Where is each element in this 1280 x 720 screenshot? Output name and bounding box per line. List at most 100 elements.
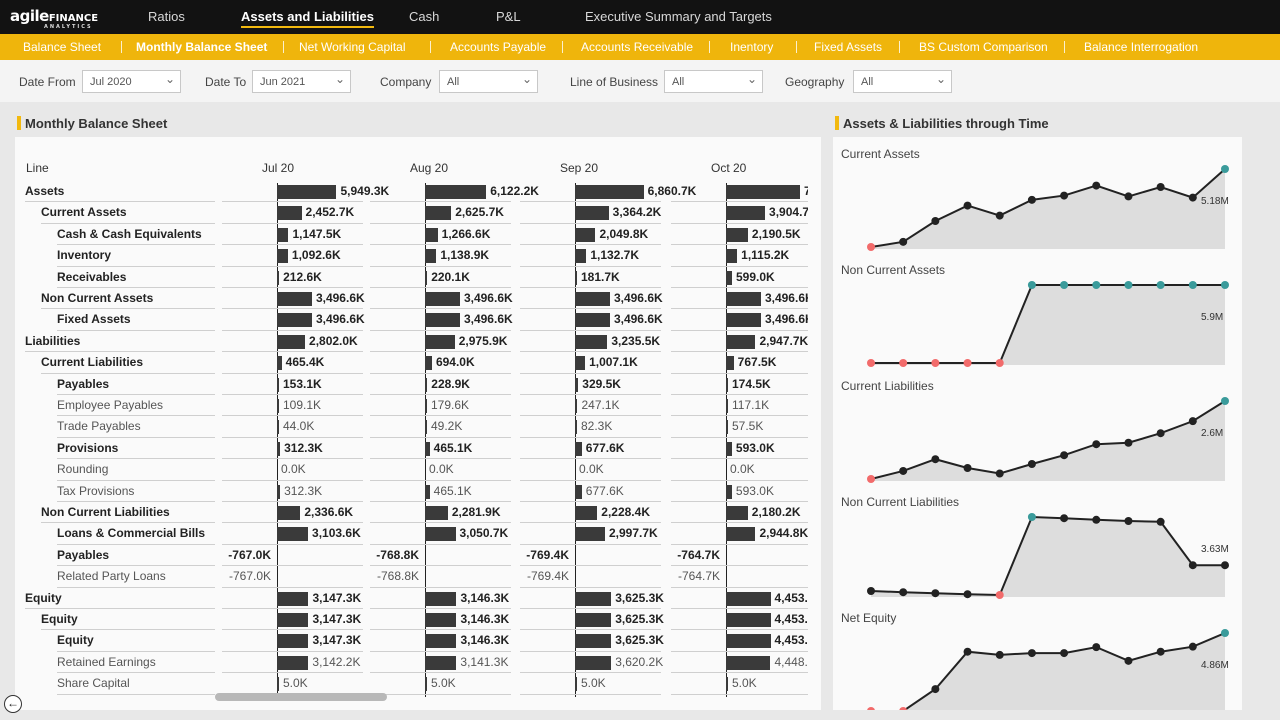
- sparkline-point[interactable]: [1156, 647, 1165, 656]
- cell-value[interactable]: 5.0K: [581, 676, 606, 691]
- subnav-inventory[interactable]: Inentory: [730, 40, 774, 54]
- sparkline-point[interactable]: [931, 589, 940, 598]
- cell-value[interactable]: 1,138.9K: [440, 248, 490, 263]
- sparkline-point[interactable]: [931, 685, 940, 694]
- subnav-accounts-receivable[interactable]: Accounts Receivable: [581, 40, 694, 54]
- sparkline-point[interactable]: [963, 359, 972, 367]
- cell-value[interactable]: 6,860.7K: [647, 184, 697, 198]
- cell-value[interactable]: -764.7K: [677, 547, 720, 562]
- cell-value[interactable]: 109.1K: [283, 398, 322, 412]
- cell-value[interactable]: 465.1K: [433, 483, 472, 498]
- row-label[interactable]: Liabilities: [25, 333, 81, 348]
- cell-value[interactable]: 465.1K: [433, 440, 473, 455]
- nav-tab-assets-liabilities[interactable]: Assets and Liabilities: [241, 9, 374, 28]
- row-label[interactable]: Non Current Assets: [41, 291, 154, 305]
- cell-value[interactable]: 2,947.7K: [759, 333, 808, 348]
- sparkline-point[interactable]: [963, 647, 972, 656]
- cell-value[interactable]: -769.4K: [526, 569, 569, 584]
- sparkline-point[interactable]: [1188, 561, 1197, 570]
- cell-value[interactable]: 694.0K: [435, 355, 475, 370]
- cell-value[interactable]: 49.2K: [431, 419, 463, 434]
- cell-value[interactable]: -764.7K: [677, 569, 720, 584]
- row-label[interactable]: Equity: [41, 612, 78, 626]
- nav-tab-cash[interactable]: Cash: [409, 9, 440, 24]
- cell-value[interactable]: 5,949.3K: [340, 184, 390, 198]
- sparkline-point[interactable]: [1221, 281, 1229, 289]
- cell-value[interactable]: 4,453.6K: [774, 633, 808, 648]
- cell-value[interactable]: 57.5K: [732, 419, 764, 434]
- sparkline-point[interactable]: [867, 707, 875, 715]
- sparkline-point[interactable]: [1060, 649, 1069, 658]
- cell-value[interactable]: 3,364.2K: [612, 205, 662, 220]
- sparkline-point[interactable]: [963, 201, 972, 210]
- subnav-balance-sheet[interactable]: Balance Sheet: [23, 40, 102, 54]
- sparkline-point[interactable]: [931, 455, 940, 464]
- cell-value[interactable]: 7,401.2K: [804, 184, 808, 198]
- row-label[interactable]: Non Current Liabilities: [41, 505, 170, 519]
- subnav-net-working-capital[interactable]: Net Working Capital: [299, 40, 406, 54]
- row-label[interactable]: Tax Provisions: [57, 483, 135, 498]
- sparkline-point[interactable]: [899, 466, 908, 475]
- sparkline-point[interactable]: [931, 217, 940, 225]
- cell-value[interactable]: 465.4K: [285, 355, 325, 370]
- sparkline-point[interactable]: [1156, 429, 1165, 438]
- cell-value[interactable]: 3,141.3K: [460, 654, 509, 669]
- cell-value[interactable]: 0.0K: [429, 462, 454, 477]
- cell-value[interactable]: 312.3K: [284, 440, 323, 455]
- row-label[interactable]: Equity: [57, 633, 94, 648]
- cell-value[interactable]: 2,049.8K: [599, 226, 649, 241]
- cell-value[interactable]: 44.0K: [283, 419, 315, 434]
- cell-value[interactable]: 329.5K: [582, 376, 621, 391]
- sparkline-point[interactable]: [1188, 193, 1197, 202]
- subnav-fixed-assets[interactable]: Fixed Assets: [814, 40, 883, 54]
- app-logo[interactable]: agileFINANCE ANALYTICS: [10, 7, 98, 30]
- back-arrow-icon[interactable]: ←: [4, 695, 22, 713]
- row-label[interactable]: Share Capital: [57, 676, 130, 691]
- subnav-accounts-payable[interactable]: Accounts Payable: [450, 40, 547, 54]
- cell-value[interactable]: 117.1K: [732, 398, 770, 412]
- cell-value[interactable]: 3,147.3K: [312, 633, 362, 648]
- cell-value[interactable]: 3,142.2K: [312, 654, 361, 669]
- cell-value[interactable]: 3,625.3K: [615, 633, 664, 648]
- cell-value[interactable]: 174.5K: [732, 376, 771, 391]
- sparkline-point[interactable]: [1188, 417, 1197, 426]
- cell-value[interactable]: 3,496.6K: [463, 291, 513, 305]
- cell-value[interactable]: 2,190.5K: [751, 226, 801, 241]
- cell-value[interactable]: 1,007.1K: [589, 355, 638, 370]
- cell-value[interactable]: 1,115.2K: [741, 248, 790, 263]
- horizontal-scrollbar[interactable]: [215, 693, 387, 701]
- cell-value[interactable]: 2,336.6K: [304, 505, 354, 519]
- cell-value[interactable]: 2,944.8K: [759, 526, 808, 541]
- row-label[interactable]: Related Party Loans: [57, 569, 166, 584]
- cell-value[interactable]: 82.3K: [581, 419, 613, 434]
- subnav-bs-custom-comparison[interactable]: BS Custom Comparison: [919, 40, 1048, 54]
- sparkline-point[interactable]: [995, 591, 1004, 599]
- cell-value[interactable]: 3,235.5K: [611, 333, 661, 348]
- cell-value[interactable]: 5.0K: [283, 676, 308, 691]
- cell-value[interactable]: 3,496.6K: [613, 312, 663, 327]
- cell-value[interactable]: 0.0K: [281, 462, 306, 477]
- cell-value[interactable]: -767.0K: [228, 569, 271, 584]
- sparkline-point[interactable]: [1092, 281, 1101, 289]
- row-label[interactable]: Current Assets: [41, 205, 127, 220]
- row-label[interactable]: Provisions: [57, 440, 119, 455]
- nav-tab-ratios[interactable]: Ratios: [148, 9, 185, 24]
- nav-tab-executive-summary[interactable]: Executive Summary and Targets: [585, 9, 772, 24]
- cell-value[interactable]: 3,496.6K: [613, 291, 663, 305]
- cell-value[interactable]: 3,625.3K: [615, 590, 664, 605]
- sparkline-point[interactable]: [867, 359, 875, 367]
- sparkline-point[interactable]: [1188, 642, 1197, 651]
- sparkline-point[interactable]: [1027, 649, 1036, 658]
- sparkline-point[interactable]: [963, 590, 972, 599]
- cell-value[interactable]: 3,625.3K: [615, 612, 664, 626]
- cell-value[interactable]: 3,904.7K: [769, 205, 808, 220]
- cell-value[interactable]: 3,620.2K: [615, 654, 664, 669]
- sparkline-point[interactable]: [1060, 191, 1069, 200]
- date-from-dropdown[interactable]: Jul 2020 ⌄: [82, 70, 181, 93]
- row-label[interactable]: Equity: [25, 590, 62, 605]
- cell-value[interactable]: 1,147.5K: [292, 226, 342, 241]
- cell-value[interactable]: 5.0K: [431, 676, 456, 691]
- sparkline-point[interactable]: [1156, 517, 1165, 526]
- cell-value[interactable]: 593.0K: [735, 483, 774, 498]
- cell-value[interactable]: 3,496.6K: [315, 312, 365, 327]
